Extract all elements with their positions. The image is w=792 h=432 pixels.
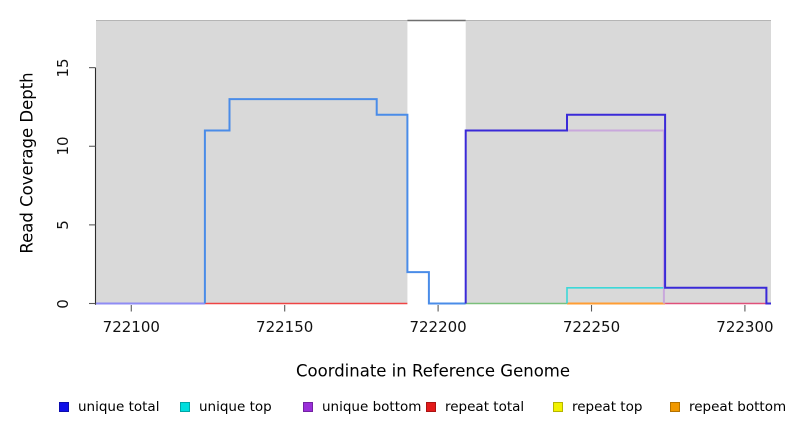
series-unique-total-right-indigo — [464, 113, 771, 305]
x-tick-label: 722150 — [256, 318, 314, 336]
x-axis-title: Coordinate in Reference Genome — [295, 361, 571, 381]
series-unique-top-cyan-line — [566, 286, 664, 304]
legend-swatch-icon — [553, 402, 563, 412]
y-tick-label: 15 — [54, 58, 72, 78]
legend-swatch-icon — [426, 402, 436, 412]
y-tick-label: 0 — [54, 298, 72, 309]
x-tick-label: 722100 — [102, 318, 160, 336]
legend-item-unique-total: unique total — [59, 398, 159, 416]
right-gray-region — [465, 20, 771, 304]
x-tick-label: 722300 — [716, 318, 774, 336]
x-tick-label: 722250 — [562, 318, 621, 336]
chart-legend: unique total unique top unique bottom repea… — [0, 398, 792, 420]
series-unique-bottom-lavender-line — [567, 129, 665, 304]
y-tick-label: 5 — [54, 220, 72, 230]
legend-item-unique-bottom: unique bottom — [303, 398, 421, 416]
legend-label: repeat top — [572, 399, 643, 415]
legend-label: unique total — [78, 399, 160, 415]
x-tick-label: 722200 — [409, 318, 467, 336]
left-gray-region — [96, 20, 408, 304]
legend-label: unique bottom — [322, 399, 422, 415]
legend-label: repeat bottom — [689, 399, 787, 415]
legend-item-unique-top: unique top — [180, 398, 272, 416]
y-axis-title: Read Coverage Depth — [17, 72, 37, 254]
legend-item-repeat-bottom: repeat bottom — [670, 398, 786, 416]
legend-item-repeat-top: repeat top — [553, 398, 642, 416]
series-unique-total-left-blue — [203, 98, 466, 305]
y-tick-label: 10 — [54, 136, 72, 156]
legend-swatch-icon — [670, 402, 680, 412]
legend-label: repeat total — [445, 399, 525, 415]
legend-item-repeat-total: repeat total — [426, 398, 524, 416]
legend-swatch-icon — [180, 402, 190, 412]
legend-label: unique top — [199, 399, 272, 415]
legend-swatch-icon — [303, 402, 313, 412]
legend-swatch-icon — [59, 402, 69, 412]
